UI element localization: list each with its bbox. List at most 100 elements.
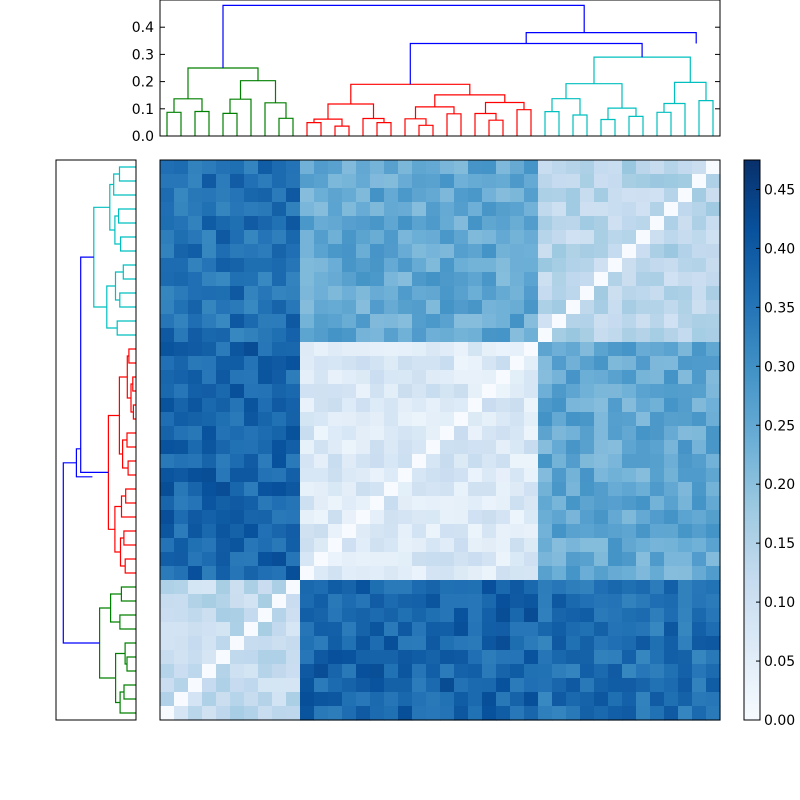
heatmap-cell xyxy=(174,300,189,315)
heatmap-cell xyxy=(216,468,231,483)
heatmap-cell xyxy=(426,286,441,301)
heatmap-cell xyxy=(552,244,567,259)
heatmap-cell xyxy=(552,300,567,315)
heatmap-cell xyxy=(524,454,539,469)
heatmap-cell xyxy=(566,216,581,231)
heatmap-cell xyxy=(552,510,567,525)
heatmap-cell xyxy=(216,678,231,693)
heatmap-cell xyxy=(412,272,427,287)
heatmap-cell xyxy=(664,188,679,203)
heatmap-cell xyxy=(496,258,511,273)
heatmap-cell xyxy=(692,664,707,679)
heatmap-cell xyxy=(510,300,525,315)
heatmap-cell xyxy=(636,356,651,371)
heatmap-cell xyxy=(636,328,651,343)
heatmap-cell xyxy=(524,328,539,343)
heatmap-cell xyxy=(510,244,525,259)
heatmap-cell xyxy=(272,622,287,637)
heatmap-cell xyxy=(608,538,623,553)
heatmap-cell xyxy=(272,342,287,357)
dendrogram-link xyxy=(474,112,497,136)
heatmap-cell xyxy=(370,384,385,399)
dendrogram-link xyxy=(565,83,623,109)
heatmap-cell xyxy=(384,524,399,539)
heatmap-cell xyxy=(426,454,441,469)
heatmap-cell xyxy=(440,188,455,203)
heatmap-cell xyxy=(412,244,427,259)
heatmap-cell xyxy=(622,426,637,441)
heatmap-cell xyxy=(328,510,343,525)
heatmap-cell xyxy=(510,706,525,721)
heatmap-cell xyxy=(580,566,595,581)
heatmap-cell xyxy=(412,426,427,441)
heatmap-cell xyxy=(608,496,623,511)
heatmap-cell xyxy=(454,496,469,511)
dendrogram-link xyxy=(119,691,136,714)
heatmap-cell xyxy=(216,160,231,175)
heatmap-cell xyxy=(356,398,371,413)
heatmap-cell xyxy=(524,594,539,609)
heatmap-cell xyxy=(482,160,497,175)
heatmap-cell xyxy=(244,664,259,679)
heatmap-cell xyxy=(160,258,175,273)
heatmap-cell xyxy=(608,370,623,385)
heatmap-cell xyxy=(440,384,455,399)
heatmap-cell xyxy=(538,216,553,231)
heatmap-cell xyxy=(174,258,189,273)
heatmap-cell xyxy=(174,468,189,483)
heatmap-cell xyxy=(258,706,273,721)
heatmap-cell xyxy=(244,692,259,707)
heatmap-cell xyxy=(594,552,609,567)
heatmap-cell xyxy=(174,216,189,231)
heatmap-cell xyxy=(482,608,497,623)
heatmap-cell xyxy=(440,594,455,609)
heatmap-cell xyxy=(566,300,581,315)
heatmap-cell xyxy=(706,272,721,287)
heatmap-cell xyxy=(160,230,175,245)
colorbar-tick-label: 0.15 xyxy=(764,536,795,552)
heatmap-cell xyxy=(342,678,357,693)
heatmap-cell xyxy=(650,272,665,287)
heatmap-cell xyxy=(580,706,595,721)
heatmap-cell xyxy=(356,650,371,665)
heatmap-cell xyxy=(188,650,203,665)
heatmap-cell xyxy=(594,650,609,665)
heatmap-cell xyxy=(384,622,399,637)
heatmap-cell xyxy=(608,188,623,203)
heatmap-cell xyxy=(202,650,217,665)
heatmap-cell xyxy=(692,412,707,427)
heatmap-cell xyxy=(538,258,553,273)
heatmap-cell xyxy=(286,160,301,175)
heatmap-cell xyxy=(286,440,301,455)
heatmap-cell xyxy=(706,216,721,231)
heatmap-cell xyxy=(244,160,259,175)
y-tick-label: 0.3 xyxy=(132,47,154,63)
heatmap-cell xyxy=(678,370,693,385)
heatmap-cell xyxy=(342,664,357,679)
heatmap-cell xyxy=(636,370,651,385)
heatmap-cell xyxy=(160,202,175,217)
heatmap-cell xyxy=(678,692,693,707)
heatmap-cell xyxy=(440,608,455,623)
heatmap-cell xyxy=(496,622,511,637)
heatmap-cell xyxy=(314,636,329,651)
heatmap-cell xyxy=(328,188,343,203)
heatmap-cell xyxy=(552,650,567,665)
heatmap-cell xyxy=(272,188,287,203)
heatmap-cell xyxy=(426,188,441,203)
heatmap-cell xyxy=(608,524,623,539)
heatmap-cell xyxy=(454,440,469,455)
heatmap-cell xyxy=(454,342,469,357)
colorbar-tick-label: 0.20 xyxy=(764,477,795,493)
heatmap-cell xyxy=(426,468,441,483)
heatmap-cell xyxy=(342,580,357,595)
heatmap-cell xyxy=(398,552,413,567)
heatmap-cell xyxy=(174,398,189,413)
heatmap-cell xyxy=(188,188,203,203)
heatmap-cell xyxy=(412,356,427,371)
heatmap-cell xyxy=(566,272,581,287)
heatmap-cell xyxy=(384,188,399,203)
dendrogram-link xyxy=(404,118,427,136)
heatmap-cell xyxy=(342,216,357,231)
heatmap-cell xyxy=(510,426,525,441)
